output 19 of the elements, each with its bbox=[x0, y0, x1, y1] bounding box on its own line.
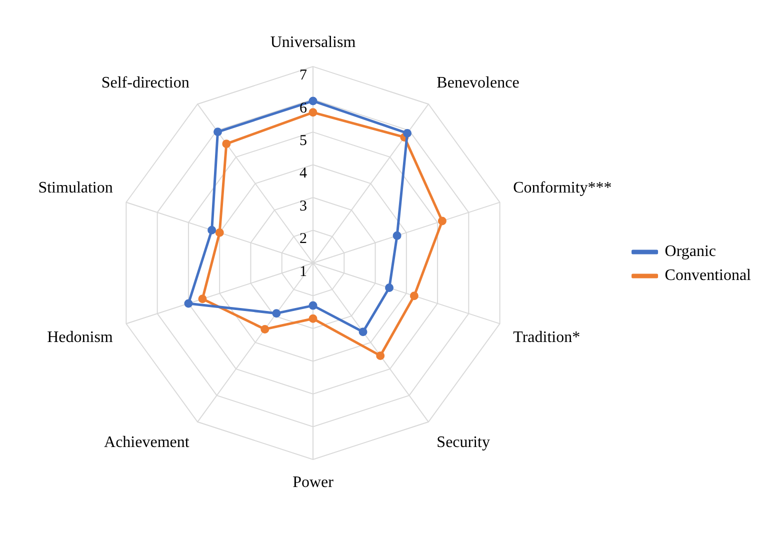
y-tick-label: 1 bbox=[300, 264, 307, 280]
spoke-label: Universalism bbox=[270, 34, 356, 52]
spoke-label: Hedonism bbox=[47, 328, 114, 346]
legend-label: Organic bbox=[664, 243, 716, 260]
y-tick-label: 4 bbox=[300, 166, 308, 182]
y-tick-label: 6 bbox=[300, 100, 308, 116]
y-tick-label: 7 bbox=[300, 68, 308, 84]
spoke-label: Power bbox=[292, 474, 334, 492]
legend-label: Conventional bbox=[664, 267, 752, 284]
spoke-label: Achievement bbox=[104, 434, 190, 452]
spoke-label: Stimulation bbox=[38, 180, 113, 197]
spoke-label: Tradition* bbox=[513, 328, 580, 346]
y-tick-label: 3 bbox=[300, 198, 307, 214]
y-tick-label: 5 bbox=[300, 132, 307, 149]
y-tick-label: 2 bbox=[300, 231, 307, 248]
spoke-label: Benevolence bbox=[436, 74, 520, 92]
spoke-label: Conformity*** bbox=[513, 180, 612, 197]
spoke-label: Security bbox=[436, 434, 490, 452]
spoke-label: Self-direction bbox=[101, 74, 190, 92]
